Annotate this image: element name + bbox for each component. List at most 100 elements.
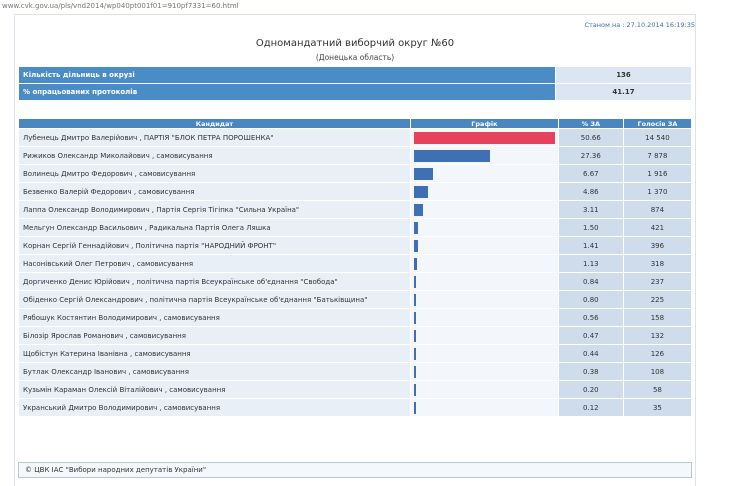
result-row: Рижиков Олександр Миколайович , самовису… xyxy=(19,147,691,164)
candidate: Щобістун Катерина Іванівна , самовисуван… xyxy=(19,345,410,362)
result-row: Лубенець Дмитро Валерійович , ПАРТІЯ "БЛ… xyxy=(19,129,691,146)
percent: 0.12 xyxy=(558,399,623,416)
bar xyxy=(414,401,416,414)
result-row: Корнан Сергій Геннадійович , Політична п… xyxy=(19,237,691,254)
percent: 6.67 xyxy=(558,165,623,182)
votes: 158 xyxy=(623,309,691,326)
bar xyxy=(414,347,416,360)
result-row: Доргиченко Денис Юрійович , політична па… xyxy=(19,273,691,290)
candidate: Волинець Дмитро Федорович , самовисуванн… xyxy=(19,165,410,182)
percent: 0.84 xyxy=(558,273,623,290)
summary-label: Кількість дільниць в окрузі xyxy=(19,67,555,83)
graph-cell xyxy=(411,327,558,344)
title: Одномандатний виборчий округ №60 xyxy=(255,38,455,49)
graph-cell xyxy=(411,309,558,326)
percent: 0.56 xyxy=(558,309,623,326)
graph-cell xyxy=(411,399,558,416)
frame xyxy=(14,14,696,486)
results-table: Кандидат Графік% ЗА Голосів ЗА Лубенець Дми… xyxy=(18,118,692,417)
votes: 132 xyxy=(623,327,691,344)
bar xyxy=(414,239,418,252)
result-row: Бутлак Олександр Іванович , самовисуванн… xyxy=(19,363,691,380)
bar xyxy=(414,293,417,306)
graph-cell xyxy=(411,237,558,254)
percent: 0.20 xyxy=(558,381,623,398)
summary-value: 41.17 xyxy=(556,84,691,100)
graph-cell xyxy=(411,255,558,272)
candidate: Лубенець Дмитро Валерійович , ПАРТІЯ "БЛ… xyxy=(19,129,410,146)
votes: 58 xyxy=(623,381,691,398)
votes: 421 xyxy=(623,219,691,236)
candidate: Корнан Сергій Геннадійович , Політична п… xyxy=(19,237,410,254)
graph-cell xyxy=(411,165,558,182)
percent: 3.11 xyxy=(558,201,623,218)
votes: 1 916 xyxy=(623,165,691,182)
summary-row: % опрацьованих протоколів 41.17 xyxy=(19,84,691,100)
votes: 396 xyxy=(623,237,691,254)
column-header: Голосів ЗА xyxy=(623,119,691,128)
candidate: Укранський Дмитро Володимирович , самови… xyxy=(19,399,410,416)
votes: 874 xyxy=(623,201,691,218)
bar xyxy=(414,149,491,162)
summary-table: Кількість дільниць в окрузі 136% опрацьов… xyxy=(18,66,692,101)
result-row: Рябошук Костянтин Володимирович , самови… xyxy=(19,309,691,326)
graph-cell xyxy=(411,201,558,218)
result-row: Кузьмін Караман Олексій Віталійович , са… xyxy=(19,381,691,398)
percent: 50.66 xyxy=(558,129,623,146)
result-row: Щобістун Катерина Іванівна , самовисуван… xyxy=(19,345,691,362)
graph-cell xyxy=(411,129,558,146)
votes: 225 xyxy=(623,291,691,308)
column-header: Графік xyxy=(411,119,558,128)
graph-cell xyxy=(411,183,558,200)
votes: 35 xyxy=(623,399,691,416)
graph-cell xyxy=(411,273,558,290)
candidate: Лаппа Олександр Володимирович , Партія С… xyxy=(19,201,410,218)
candidate: Безвенко Валерій Федорович , самовисуван… xyxy=(19,183,410,200)
bar xyxy=(414,383,416,396)
summary-label: % опрацьованих протоколів xyxy=(19,84,555,100)
summary-value: 136 xyxy=(556,67,691,83)
bar xyxy=(414,257,418,270)
column-header: Кандидат xyxy=(19,119,410,128)
graph-cell xyxy=(411,363,558,380)
votes: 318 xyxy=(623,255,691,272)
bar xyxy=(414,275,417,288)
candidate: Доргиченко Денис Юрійович , політична па… xyxy=(19,273,410,290)
candidate: Білозір Ярослав Романович , самовисуванн… xyxy=(19,327,410,344)
bar xyxy=(414,203,423,216)
candidate: Обіденко Сергій Олександрович , політичн… xyxy=(19,291,410,308)
candidate: Насонівський Олег Петрович , самовисуван… xyxy=(19,255,410,272)
result-row: Обіденко Сергій Олександрович , політичн… xyxy=(19,291,691,308)
votes: 1 370 xyxy=(623,183,691,200)
percent: 0.44 xyxy=(558,345,623,362)
bar xyxy=(414,365,416,378)
bar xyxy=(414,221,419,234)
graph-cell xyxy=(411,381,558,398)
summary-row: Кількість дільниць в окрузі 136 xyxy=(19,67,691,83)
result-row: Насонівський Олег Петрович , самовисуван… xyxy=(19,255,691,272)
percent: 1.41 xyxy=(558,237,623,254)
timestamp: Станом на : 27.10.2014 16:19:35 xyxy=(584,21,695,29)
votes: 126 xyxy=(623,345,691,362)
result-row: Білозір Ярослав Романович , самовисуванн… xyxy=(19,327,691,344)
percent: 1.50 xyxy=(558,219,623,236)
bar xyxy=(414,311,416,324)
result-row: Укранський Дмитро Володимирович , самови… xyxy=(19,399,691,416)
graph-cell xyxy=(411,147,558,164)
bar xyxy=(414,185,428,198)
votes: 237 xyxy=(623,273,691,290)
votes: 108 xyxy=(623,363,691,380)
result-row: Лаппа Олександр Володимирович , Партія С… xyxy=(19,201,691,218)
percent: 27.36 xyxy=(558,147,623,164)
subtitle: (Донецька область) xyxy=(315,53,395,62)
result-row: Волинець Дмитро Федорович , самовисуванн… xyxy=(19,165,691,182)
percent: 1.13 xyxy=(558,255,623,272)
graph-cell xyxy=(411,345,558,362)
percent: 0.80 xyxy=(558,291,623,308)
candidate: Рижиков Олександр Миколайович , самовису… xyxy=(19,147,410,164)
result-row: Безвенко Валерій Федорович , самовисуван… xyxy=(19,183,691,200)
candidate: Бутлак Олександр Іванович , самовисуванн… xyxy=(19,363,410,380)
bar xyxy=(414,329,416,342)
candidate: Рябошук Костянтин Володимирович , самови… xyxy=(19,309,410,326)
result-row: Мельгун Олександр Васильович , Радикальн… xyxy=(19,219,691,236)
